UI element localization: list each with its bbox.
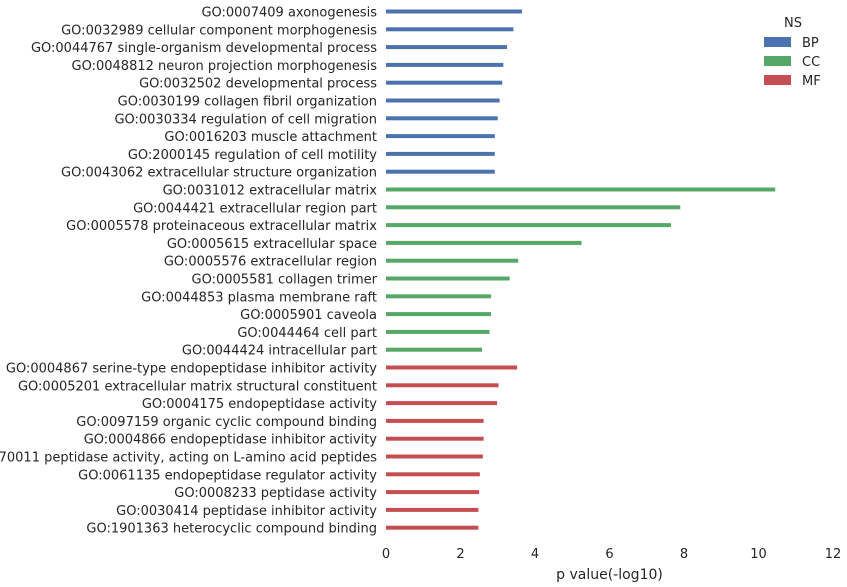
legend-swatch bbox=[764, 56, 791, 66]
bar bbox=[386, 507, 479, 512]
bar bbox=[386, 258, 519, 263]
category-label: GO:1901363 heterocyclic compound binding bbox=[86, 522, 377, 537]
bar bbox=[386, 312, 492, 317]
bar bbox=[386, 347, 483, 352]
category-label: GO:0005201 extracellular matrix structur… bbox=[18, 379, 377, 394]
bar bbox=[386, 276, 510, 281]
bar bbox=[386, 240, 582, 245]
bar bbox=[386, 383, 499, 388]
bar bbox=[386, 9, 522, 14]
category-label: GO:0005615 extracellular space bbox=[167, 237, 377, 252]
x-tick-label: 8 bbox=[680, 547, 688, 562]
bar bbox=[386, 418, 484, 423]
category-label: GO:0007409 axonogenesis bbox=[201, 6, 377, 21]
category-label: GO:0008233 peptidase activity bbox=[174, 486, 377, 501]
x-tick-label: 2 bbox=[456, 547, 464, 562]
bar bbox=[386, 490, 480, 495]
category-label: GO:0004867 serine-type endopeptidase inh… bbox=[6, 362, 377, 377]
category-label: GO:0044424 intracellular part bbox=[182, 344, 377, 359]
category-label: GO:0044767 single-organism developmental… bbox=[31, 41, 377, 56]
category-label: GO:0005578 proteinaceous extracellular m… bbox=[66, 219, 377, 234]
bar bbox=[386, 436, 484, 441]
category-label: GO:0061135 endopeptidase regulator activ… bbox=[78, 468, 377, 483]
x-axis-title: p value(-log10) bbox=[556, 567, 663, 583]
legend-swatch bbox=[764, 37, 791, 47]
bar bbox=[386, 329, 490, 334]
x-tick-label: 4 bbox=[531, 547, 539, 562]
bar bbox=[386, 365, 518, 370]
bar bbox=[386, 187, 776, 192]
category-label: GO:0030334 regulation of cell migration bbox=[114, 112, 377, 127]
category-label: GO:0032502 developmental process bbox=[139, 77, 377, 92]
legend-label: CC bbox=[802, 55, 820, 70]
category-label: GO:0016203 muscle attachment bbox=[164, 130, 377, 145]
x-axis-ticks: 0 2 4 6 8 10 12 bbox=[382, 547, 841, 562]
bar bbox=[386, 151, 495, 156]
category-label: GO:0032989 cellular component morphogene… bbox=[61, 23, 377, 38]
category-label: GO:0005576 extracellular region bbox=[164, 255, 377, 270]
bar bbox=[386, 401, 498, 406]
category-label: GO:0004866 endopeptidase inhibitor activ… bbox=[84, 433, 378, 448]
bar bbox=[386, 223, 671, 228]
bar bbox=[386, 294, 492, 299]
bars-group bbox=[386, 9, 776, 530]
category-label: GO:0044853 plasma membrane raft bbox=[141, 290, 377, 305]
category-label: GO:2000145 regulation of cell motility bbox=[128, 148, 377, 163]
bar bbox=[386, 98, 500, 103]
category-label: GO:0030199 collagen fibril organization bbox=[118, 95, 377, 110]
category-label: GO:0004175 endopeptidase activity bbox=[142, 397, 377, 412]
category-label: GO:0044421 extracellular region part bbox=[133, 201, 377, 216]
bar bbox=[386, 472, 480, 477]
bar bbox=[386, 62, 504, 67]
category-label: GO:0097159 organic cyclic compound bindi… bbox=[76, 415, 377, 430]
legend: NS BP CC MF bbox=[764, 16, 821, 89]
bar bbox=[386, 525, 479, 530]
bar bbox=[386, 45, 508, 50]
bar bbox=[386, 116, 498, 121]
category-label: GO:0044464 cell part bbox=[237, 326, 377, 341]
bar bbox=[386, 27, 514, 32]
legend-label: MF bbox=[802, 74, 821, 89]
category-label: GO:0005581 collagen trimer bbox=[192, 273, 378, 288]
category-label: GO:0005901 caveola bbox=[240, 308, 377, 323]
bar bbox=[386, 169, 495, 174]
x-tick-label: 12 bbox=[825, 547, 842, 562]
bar bbox=[386, 134, 495, 139]
x-tick-label: 6 bbox=[605, 547, 613, 562]
legend-title: NS bbox=[784, 16, 802, 31]
category-label: GO:0043062 extracellular structure organ… bbox=[61, 166, 377, 181]
bar bbox=[386, 80, 503, 85]
bar bbox=[386, 205, 681, 210]
category-label: GO:0030414 peptidase inhibitor activity bbox=[116, 504, 377, 519]
category-label: GO:0048812 neuron projection morphogenes… bbox=[72, 59, 378, 74]
legend-swatch bbox=[764, 75, 791, 85]
category-labels: GO:0007409 axonogenesis GO:0032989 cellul… bbox=[0, 6, 378, 537]
x-tick-label: 10 bbox=[750, 547, 767, 562]
x-tick-label: 0 bbox=[382, 547, 390, 562]
bar bbox=[386, 454, 483, 459]
category-label: GO:0031012 extracellular matrix bbox=[163, 184, 378, 199]
legend-label: BP bbox=[802, 36, 819, 51]
category-label: GO:0070011 peptidase activity, acting on… bbox=[0, 451, 377, 466]
